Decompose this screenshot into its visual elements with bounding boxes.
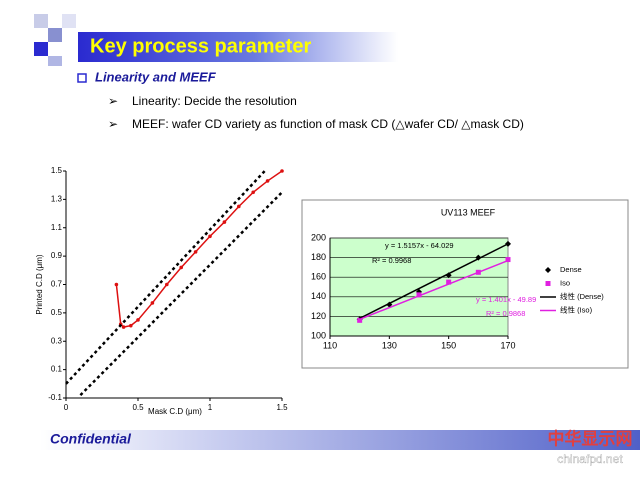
series-line bbox=[65, 170, 266, 385]
point bbox=[165, 282, 169, 287]
bullet-text: Linearity: Decide the resolution bbox=[132, 94, 297, 108]
point bbox=[251, 190, 255, 195]
point bbox=[505, 257, 511, 263]
decoration bbox=[34, 14, 76, 66]
point bbox=[446, 279, 452, 285]
point bbox=[129, 323, 133, 328]
watermark: chinafpd.net bbox=[557, 452, 623, 466]
y-tick-label: 1.1 bbox=[51, 223, 63, 232]
series-line bbox=[79, 191, 283, 397]
y-tick-label: 200 bbox=[311, 232, 326, 242]
x-tick-label: 0.5 bbox=[132, 403, 144, 412]
x-tick-label: 130 bbox=[382, 340, 397, 350]
annotation: y = 1.401x - 49.89 bbox=[476, 295, 536, 304]
annotation: R² = 0.9868 bbox=[486, 309, 525, 318]
legend-label: 线性 (Dense) bbox=[560, 291, 604, 301]
watermark: 中华显示网 bbox=[548, 428, 633, 448]
y-tick-label: -0.1 bbox=[48, 393, 62, 402]
legend-label: 线性 (Iso) bbox=[560, 304, 593, 314]
title-bar bbox=[78, 32, 398, 62]
x-tick-label: 1 bbox=[208, 403, 213, 412]
y-tick-label: 120 bbox=[311, 311, 326, 321]
y-tick-label: 140 bbox=[311, 291, 326, 301]
heading: Linearity and MEEF bbox=[95, 69, 217, 84]
point bbox=[416, 292, 422, 298]
x-axis-label: Mask C.D (μm) bbox=[148, 407, 202, 416]
series-line bbox=[359, 243, 509, 320]
bullet-text: MEEF: wafer CD variety as function of ma… bbox=[132, 117, 524, 131]
legend-label: Iso bbox=[560, 278, 570, 287]
legend-label: Dense bbox=[560, 265, 582, 274]
point bbox=[222, 220, 227, 224]
point bbox=[121, 325, 126, 329]
point bbox=[179, 265, 183, 270]
point bbox=[136, 318, 140, 322]
y-tick-label: 0.1 bbox=[51, 365, 63, 374]
annotation: y = 1.5157x - 64.029 bbox=[385, 241, 454, 250]
x-tick-label: 1.5 bbox=[276, 403, 288, 412]
point bbox=[237, 204, 241, 209]
y-axis-label: Printed C.D (μm) bbox=[35, 254, 44, 315]
annotation: R² = 0.9968 bbox=[372, 256, 411, 265]
point bbox=[114, 282, 119, 287]
arrow: ➢ bbox=[108, 117, 118, 131]
y-tick-label: 1.5 bbox=[51, 166, 63, 175]
y-tick-label: 1.3 bbox=[51, 194, 63, 203]
point bbox=[280, 169, 284, 173]
slide-title: Key process parameter bbox=[90, 35, 311, 57]
chart-title: UV113 MEEF bbox=[441, 207, 496, 217]
x-tick-label: 0 bbox=[64, 403, 69, 412]
y-tick-label: 180 bbox=[311, 252, 326, 262]
x-tick-label: 150 bbox=[441, 340, 456, 350]
bullet bbox=[77, 73, 87, 83]
y-tick-label: 160 bbox=[311, 272, 326, 282]
y-tick-label: 0.7 bbox=[51, 280, 63, 289]
point bbox=[357, 317, 363, 323]
x-tick-label: 110 bbox=[323, 340, 337, 350]
y-tick-label: 0.5 bbox=[51, 308, 63, 317]
point bbox=[193, 250, 198, 254]
arrow: ➢ bbox=[108, 94, 118, 108]
plot-area bbox=[329, 237, 509, 337]
point bbox=[265, 179, 270, 183]
point bbox=[150, 301, 155, 305]
y-tick-label: 100 bbox=[311, 330, 326, 340]
x-tick-label: 170 bbox=[500, 340, 515, 350]
point bbox=[208, 234, 212, 239]
footer: Confidential bbox=[50, 431, 132, 447]
point bbox=[545, 281, 551, 286]
y-tick-label: 0.9 bbox=[51, 251, 63, 260]
y-tick-label: 0.3 bbox=[51, 336, 63, 345]
point bbox=[545, 267, 551, 273]
series-line bbox=[359, 259, 509, 321]
footer-bar bbox=[40, 430, 640, 450]
